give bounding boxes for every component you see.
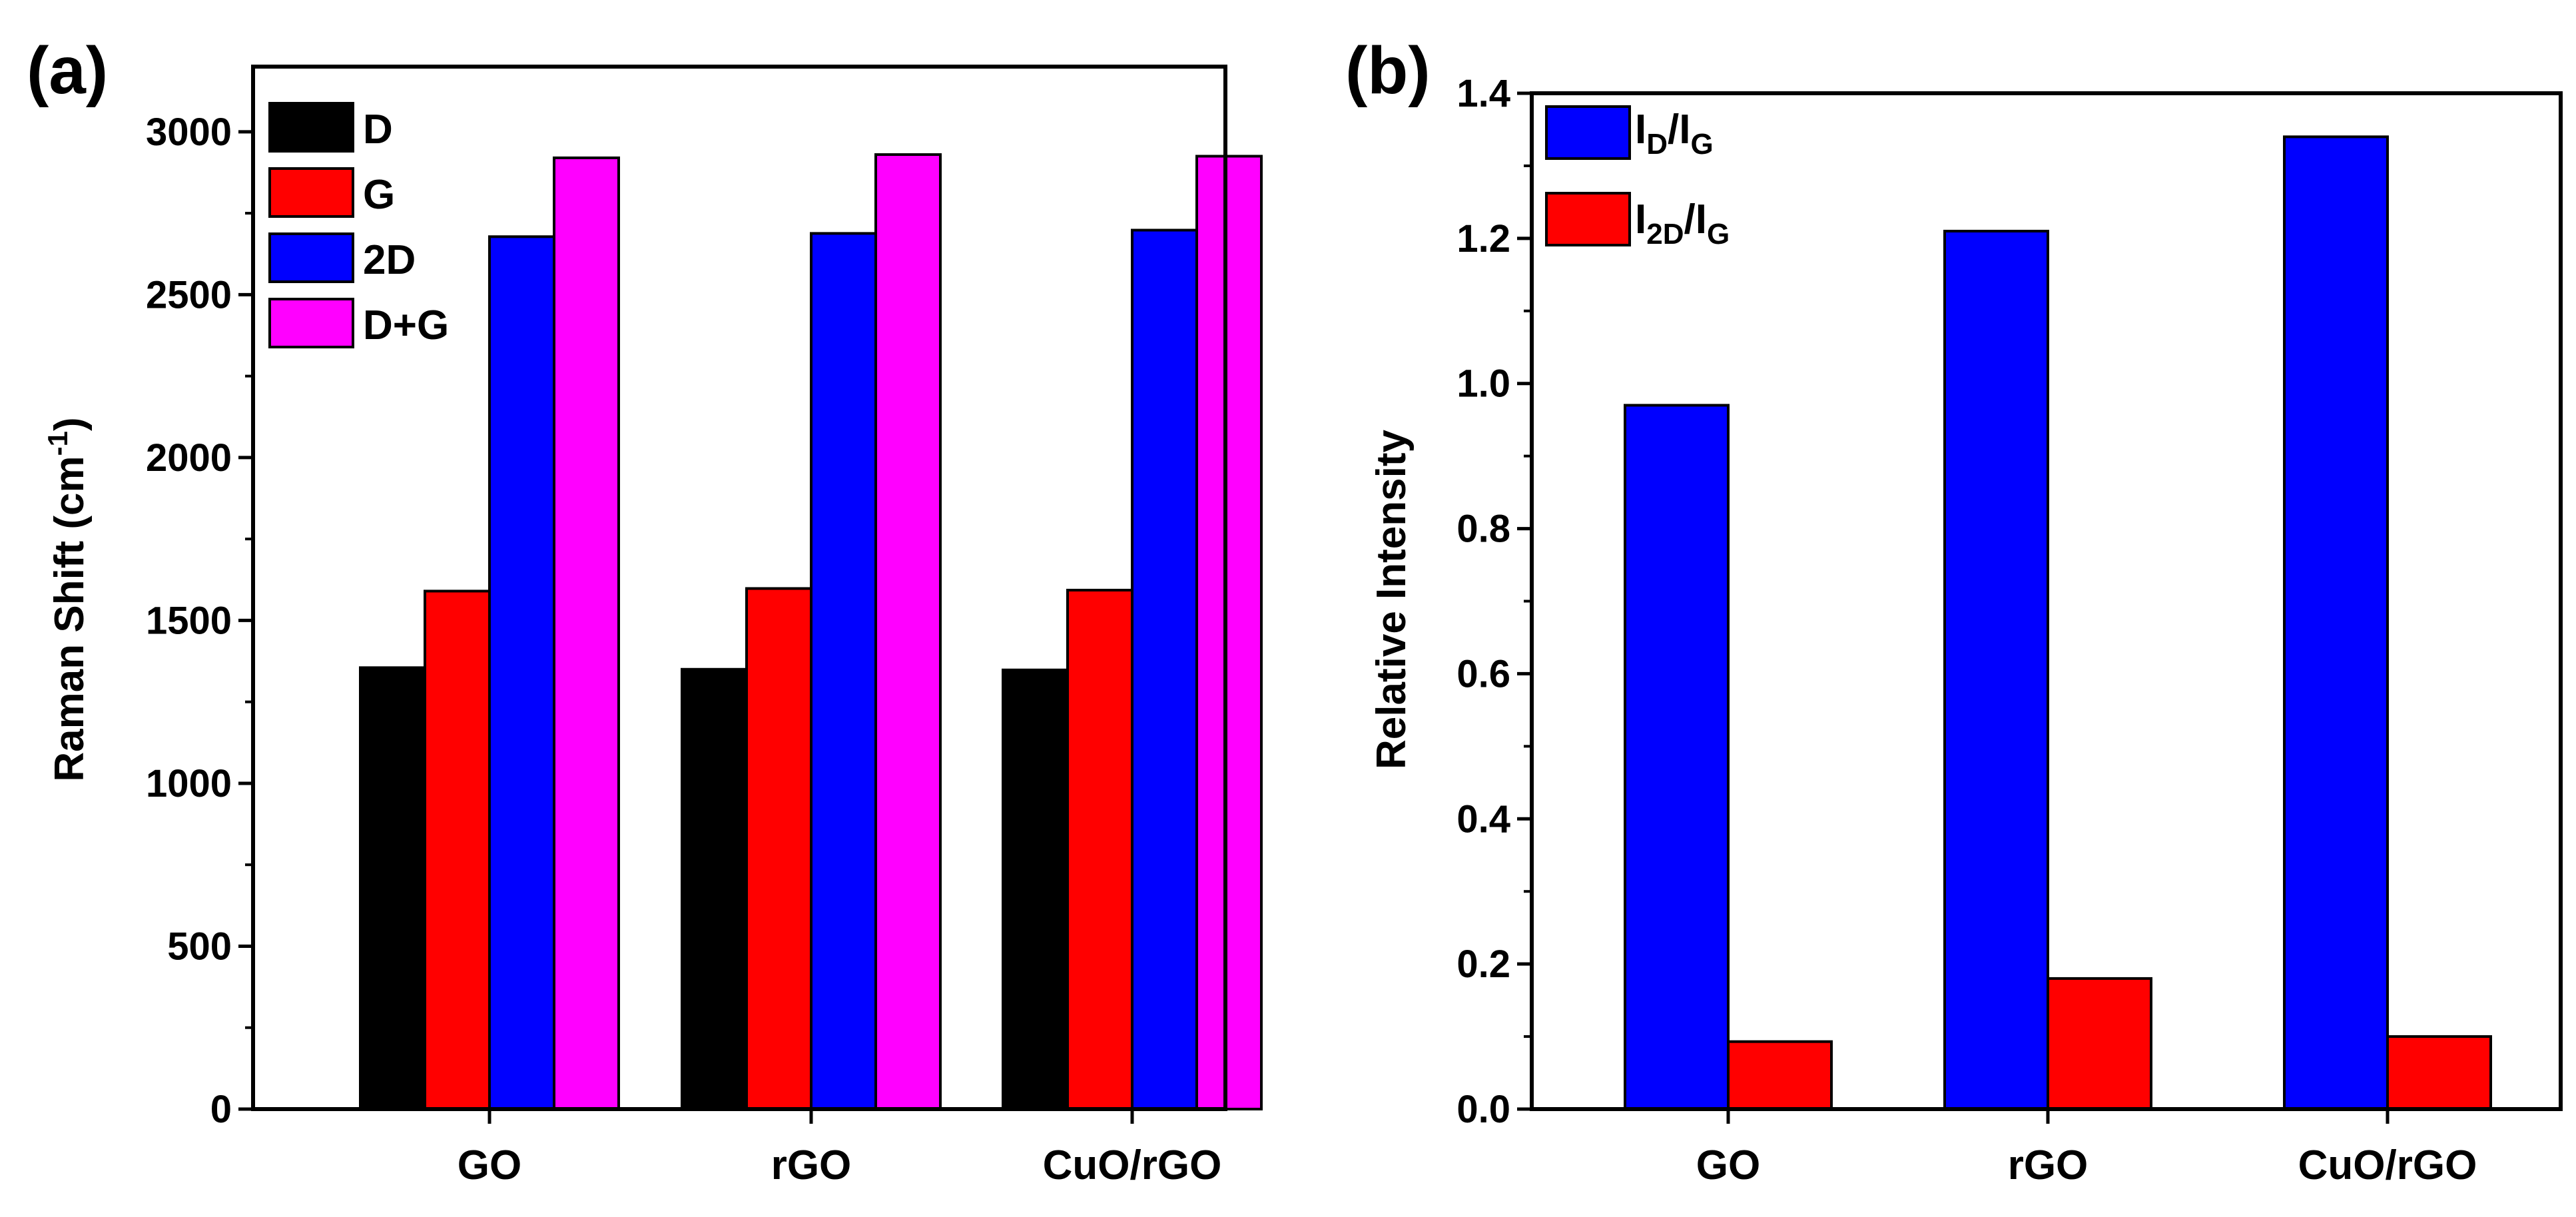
bar-a-d-cuorgo [1002, 668, 1069, 1110]
ytick-label-b-1: 0.2 [1456, 943, 1510, 986]
bar-b-i2dig-cuorgo [2386, 1035, 2492, 1110]
legend-label-a-0: D [363, 107, 393, 153]
plot-frame-a [251, 65, 1227, 1111]
bar-a-2d-cuorgo [1131, 228, 1198, 1110]
xtick-label-a-1: rGO [771, 1142, 852, 1188]
panel-b-ylabel: Relative Intensity [1369, 430, 1415, 769]
xtick-label-a-2: CuO/rGO [1043, 1142, 1222, 1188]
legend-swatch-a-0 [268, 102, 354, 153]
bar-a-2d-rgo [810, 232, 877, 1110]
bar-a-g-rgo [745, 587, 812, 1110]
legend-label-a-2: 2D [363, 237, 416, 283]
ytick-label-b-0: 0.0 [1456, 1088, 1510, 1131]
ytick-label-b-6: 1.2 [1456, 217, 1510, 260]
legend-swatch-a-3 [268, 298, 354, 348]
panel-a-ylabel-close: ) [47, 417, 93, 431]
ytick-label-a-3: 1500 [146, 599, 232, 642]
legend-b-1-sub2: G [1707, 218, 1730, 250]
bar-a-dg-rgo [874, 153, 942, 1110]
legend-b-1-sub1: 2D [1646, 218, 1684, 250]
legend-b-label-0: ID/IG [1635, 107, 1714, 161]
xtick-label-a-0: GO [458, 1142, 521, 1188]
legend-label-a-3: D+G [363, 302, 449, 348]
legend-b-0-mid: /I [1668, 107, 1690, 153]
bar-b-idig-cuorgo [2283, 135, 2389, 1110]
ytick-label-b-5: 1.0 [1456, 362, 1510, 406]
legend-b-1-mid: /I [1684, 197, 1706, 242]
ytick-label-a-4: 2000 [146, 436, 232, 480]
ytick-label-b-4: 0.8 [1456, 508, 1510, 551]
bar-a-2d-go [488, 235, 555, 1110]
ytick-label-a-0: 0 [210, 1088, 232, 1131]
legend-b-label-1: I2D/IG [1635, 197, 1730, 250]
panel-b-label: (b) [1345, 33, 1431, 108]
legend-swatch-b-1 [1545, 192, 1631, 246]
bar-a-d-go [359, 666, 426, 1110]
panel-a-ylabel-main: Raman Shift (cm [47, 456, 93, 781]
bar-a-g-go [424, 590, 491, 1110]
bar-a-d-rgo [681, 667, 748, 1110]
ytick-label-b-2: 0.4 [1456, 797, 1510, 841]
bar-a-g-cuorgo [1066, 588, 1133, 1110]
ytick-label-b-7: 1.4 [1456, 72, 1510, 115]
ytick-label-a-6: 3000 [146, 111, 232, 154]
ytick-label-a-5: 2500 [146, 273, 232, 316]
bar-a-dg-cuorgo [1195, 155, 1263, 1110]
panel-a-ylabel-sup: -1 [42, 431, 73, 456]
bar-b-idig-go [1624, 404, 1730, 1111]
xtick-label-b-1: rGO [2008, 1142, 2089, 1188]
panel-a-label: (a) [27, 33, 108, 108]
bar-a-dg-go [553, 156, 620, 1110]
legend-b-1-main: I [1635, 197, 1646, 242]
ytick-label-b-3: 0.6 [1456, 652, 1510, 695]
legend-b-0-main: I [1635, 107, 1646, 153]
xtick-label-b-2: CuO/rGO [2298, 1142, 2477, 1188]
legend-swatch-a-2 [268, 232, 354, 283]
ytick-label-a-1: 500 [167, 925, 232, 968]
panel-a-ylabel: Raman Shift (cm-1) [42, 417, 93, 781]
xtick-label-b-0: GO [1696, 1142, 1760, 1188]
legend-swatch-a-1 [268, 167, 354, 218]
legend-b-0-sub2: G [1690, 128, 1713, 161]
bar-b-i2dig-rgo [2047, 977, 2152, 1111]
bar-b-idig-rgo [1943, 229, 2049, 1111]
bar-b-i2dig-go [1727, 1040, 1833, 1110]
ytick-label-a-2: 1000 [146, 762, 232, 805]
legend-b-0-sub1: D [1646, 128, 1668, 161]
legend-label-a-1: G [363, 172, 395, 218]
legend-swatch-b-0 [1545, 105, 1631, 160]
